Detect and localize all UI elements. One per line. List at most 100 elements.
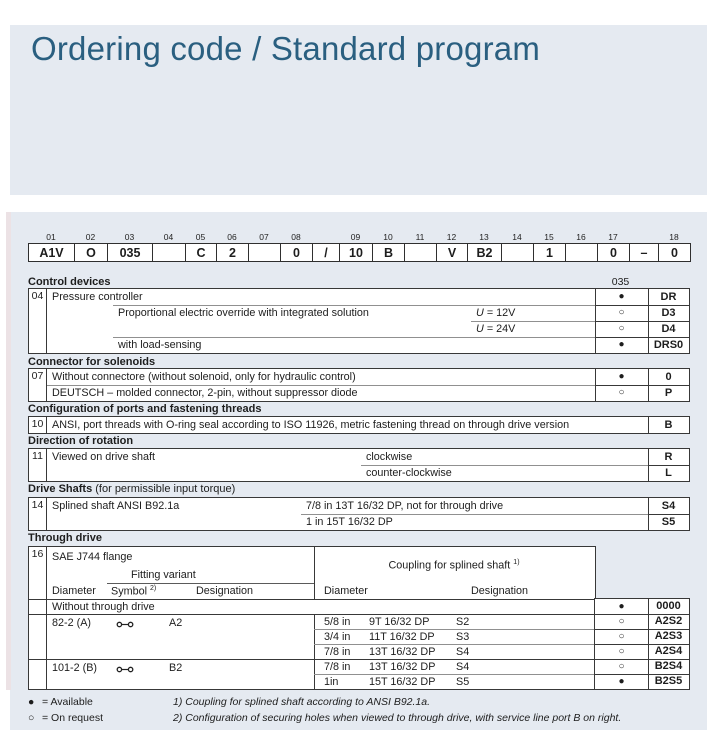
divider [648, 465, 689, 466]
divider [595, 659, 689, 660]
section-heading-through-drive: Through drive [28, 532, 102, 544]
legend-on-request: ○ = On request [28, 710, 103, 726]
code-cell [501, 243, 534, 262]
code-cell: B2 [467, 243, 502, 262]
code-cell: V [436, 243, 468, 262]
cell-voltage: U = 12V [471, 305, 595, 321]
section-heading-control-devices: Control devices [28, 276, 111, 288]
code-position: 10 [383, 232, 393, 242]
code-position: 13 [479, 232, 489, 242]
divider [29, 614, 595, 615]
availability-cell: ○ [618, 646, 625, 657]
on-request-circle-icon: ○ [28, 712, 35, 724]
row-number: 14 [29, 498, 47, 530]
coupling-designation: S5 [456, 676, 470, 688]
cell-voltage: U = 24V [471, 321, 595, 337]
section-ports-threads: 10 ANSI, port threads with O-ring seal a… [28, 416, 690, 434]
divider [29, 659, 595, 660]
code-position: 06 [227, 232, 237, 242]
divider [595, 305, 689, 306]
cell-label: Without through drive [52, 601, 155, 613]
divider [107, 583, 314, 584]
coupling-header: Coupling for splined shaft 1) [314, 559, 594, 572]
divider [361, 465, 648, 466]
code-value-cell: A2S4 [654, 645, 683, 657]
code-cell [152, 243, 186, 262]
cell-label: Pressure controller [52, 291, 143, 303]
ordering-code-strip: A1V O 035 C 2 0 / 10 B V B2 1 0 – 0 [28, 243, 691, 262]
page-title: Ordering code / Standard program [31, 30, 541, 67]
section-drive-shafts: 14 Splined shaft ANSI B92.1a 7/8 in 13T … [28, 497, 690, 531]
code-value-cell: S4 [661, 500, 676, 512]
code-cell [248, 243, 281, 262]
divider [595, 629, 689, 630]
legend-available-text: = Available [42, 696, 93, 708]
cell-option: counter-clockwise [366, 467, 452, 479]
coupling-designation: S4 [456, 661, 470, 673]
divider [113, 305, 595, 306]
coupling-teeth: 11T 16/32 DP [369, 631, 435, 643]
legend-available: ● = Available [28, 694, 103, 710]
size-column-label: 035 [611, 276, 630, 288]
available-dot-icon: ● [28, 696, 35, 708]
code-cell: A1V [28, 243, 75, 262]
code-position: 17 [608, 232, 618, 242]
cell-label: Viewed on drive shaft [52, 451, 156, 463]
divider [314, 674, 595, 675]
footnote-1: 1) Coupling for splined shaft according … [173, 696, 431, 708]
section-through-drive: 16 SAE J744 flange Fitting variant Coupl… [28, 546, 596, 690]
coupling-diameter: 7/8 in [324, 661, 351, 673]
code-cell: O [74, 243, 108, 262]
code-value-cell: DR [660, 291, 677, 303]
code-position: 01 [46, 232, 56, 242]
divider [595, 385, 689, 386]
cell-label: Without connectore (without solenoid, on… [52, 371, 356, 383]
column-header-designation-right: Designation [471, 585, 529, 597]
coupling-footnote-ref: 1) [513, 559, 520, 566]
flange-diameter: 82-2 (A) [52, 617, 92, 629]
title-band [10, 25, 707, 195]
code-cell: 035 [107, 243, 153, 262]
coupling-diameter: 1in [324, 676, 339, 688]
code-cell: 2 [216, 243, 249, 262]
heading-bold: Drive Shafts [28, 483, 93, 495]
symbol-footnote-ref: 2) [150, 585, 157, 592]
coupling-teeth: 9T 16/32 DP [369, 616, 430, 628]
code-value-cell: A2S3 [654, 630, 683, 642]
code-position: 18 [669, 232, 679, 242]
cell-label: Proportional electric override with inte… [118, 307, 369, 319]
code-cell: 0 [658, 243, 691, 262]
row-number: 10 [29, 417, 47, 433]
code-value-cell: D4 [661, 323, 676, 335]
code-position: 09 [350, 232, 361, 242]
availability-cell: ● [618, 371, 625, 382]
code-cell: C [185, 243, 217, 262]
availability-cell: ● [618, 676, 625, 687]
cell-label: ANSI, port threads with O-ring seal acco… [52, 419, 570, 431]
page-edge-strip [6, 212, 11, 690]
code-position: 16 [576, 232, 586, 242]
cell-option: 7/8 in 13T 16/32 DP, not for through dri… [306, 500, 504, 512]
section-direction-rotation: 11 Viewed on drive shaft clockwise count… [28, 448, 690, 482]
code-position: 11 [415, 232, 425, 242]
row-number: 11 [29, 449, 47, 481]
voltage-symbol: U [476, 323, 484, 335]
availability-cell: ● [618, 339, 625, 350]
coupling-designation: S3 [456, 631, 470, 643]
code-value-cell: R [664, 451, 673, 463]
availability-cell: ○ [618, 323, 625, 334]
availability-cell: ○ [618, 631, 625, 642]
column-header-designation: Designation [196, 585, 254, 597]
column-header-symbol: Symbol 2) [111, 585, 156, 598]
availability-cell: ○ [618, 387, 625, 398]
cell-label: with load-sensing [118, 339, 202, 351]
ordering-code-position-numbers: 01 02 03 04 05 06 07 08 09 10 11 12 13 1… [28, 232, 690, 243]
code-separator-cell: – [629, 243, 659, 262]
symbol-header-text: Symbol [111, 585, 148, 598]
divider [595, 644, 689, 645]
flange-diameter: 101-2 (B) [52, 662, 98, 674]
ordering-table-area: 01 02 03 04 05 06 07 08 09 10 11 12 13 1… [28, 232, 691, 732]
code-position: 04 [163, 232, 174, 242]
coupling-teeth: 15T 16/32 DP [369, 676, 436, 688]
